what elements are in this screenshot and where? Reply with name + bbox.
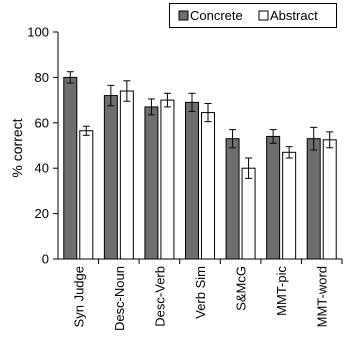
legend-label-concrete: Concrete xyxy=(190,8,243,23)
bar-concrete xyxy=(266,135,281,260)
y-tick-label: 20 xyxy=(35,206,49,221)
y-tick-label: 0 xyxy=(42,252,49,267)
y-tick-label: 100 xyxy=(27,25,49,40)
y-tick-label: 40 xyxy=(35,161,49,176)
bar-abstract xyxy=(119,90,134,260)
bar-abstract xyxy=(241,167,256,260)
category-label: Desc-Verb xyxy=(152,266,167,327)
category-label: Desc-Noun xyxy=(112,266,127,331)
category-label: MMT-pic xyxy=(274,266,289,316)
category-label: MMT-word xyxy=(315,266,330,327)
bar-abstract xyxy=(282,151,297,260)
legend-box xyxy=(169,3,337,28)
legend-label-abstract: Abstract xyxy=(270,8,318,23)
category-label: Syn Judge xyxy=(71,266,86,327)
legend-swatch-abstract xyxy=(258,10,269,21)
bar-concrete xyxy=(103,95,118,260)
y-axis-ticks: 0 20 40 60 80 100 xyxy=(27,25,58,267)
error-bars xyxy=(66,71,334,179)
bar-concrete xyxy=(185,101,199,260)
y-tick-label: 60 xyxy=(35,115,49,130)
bar-abstract xyxy=(79,130,94,260)
bar-concrete xyxy=(225,138,240,260)
bar-abstract xyxy=(322,139,337,260)
bar-abstract xyxy=(201,112,215,260)
category-label: S&McG xyxy=(234,266,249,311)
y-axis-title: % correct xyxy=(9,118,25,177)
bar-concrete xyxy=(306,138,321,260)
legend-swatch-concrete xyxy=(178,10,189,21)
category-labels: Syn Judge Desc-Noun Desc-Verb Verb Sim S&McG… xyxy=(71,259,343,331)
category-label: Verb Sim xyxy=(193,266,208,319)
y-tick-label: 80 xyxy=(35,70,49,85)
bar-concrete xyxy=(63,76,78,260)
legend: Concrete Abstract xyxy=(169,3,337,28)
bar-concrete xyxy=(144,106,159,260)
bars xyxy=(63,76,337,260)
bar-abstract xyxy=(160,99,175,260)
